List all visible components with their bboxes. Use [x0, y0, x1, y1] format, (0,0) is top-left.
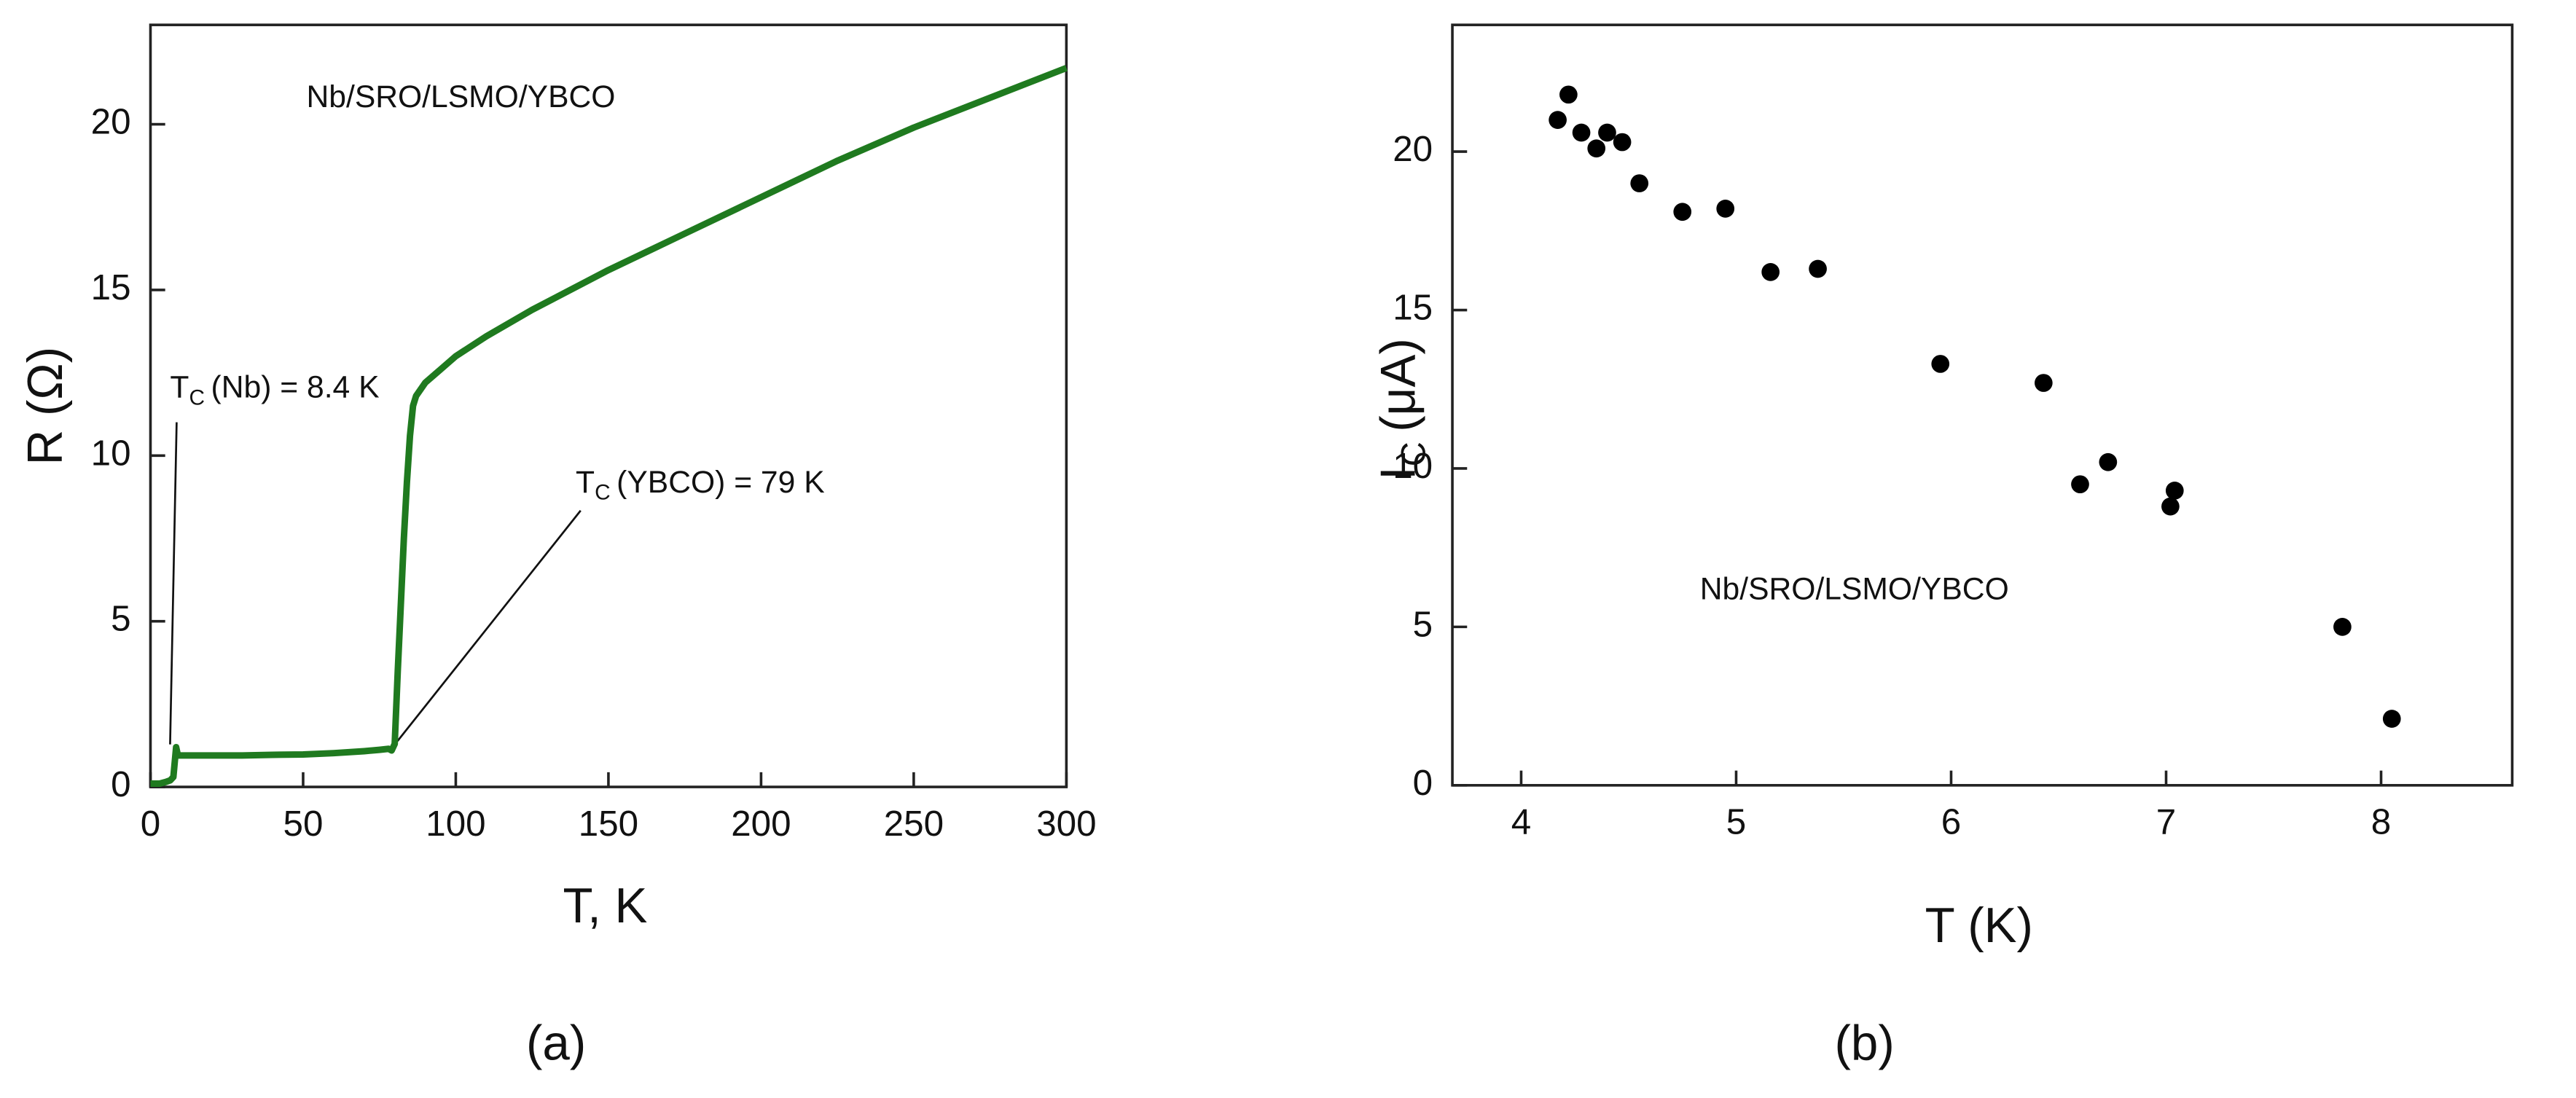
- data-point: [2382, 710, 2401, 728]
- data-point: [1673, 203, 1692, 221]
- label-text: (μA): [1371, 338, 1425, 432]
- data-point: [1572, 123, 1591, 142]
- y-tick-label: 10: [91, 433, 131, 473]
- data-point: [2165, 482, 2184, 500]
- y-tick-label: 5: [111, 599, 130, 639]
- y-tick-label: 15: [91, 267, 131, 307]
- x-axis-label: T, K: [563, 879, 647, 933]
- data-point: [1630, 174, 1649, 192]
- data-point: [1931, 355, 1950, 373]
- y-tick-label: 20: [91, 102, 131, 142]
- x-tick-label: 300: [1036, 804, 1096, 844]
- panel-label: (b): [1835, 1016, 1895, 1071]
- data-point: [1559, 85, 1578, 104]
- plot-frame: [1451, 23, 2514, 787]
- data-point: [1613, 133, 1632, 152]
- x-tick-label: 5: [1726, 802, 1746, 842]
- data-point: [1809, 259, 1827, 278]
- subscript: C: [1394, 442, 1433, 466]
- x-tick-label: 6: [1941, 802, 1961, 842]
- data-point: [2161, 497, 2180, 516]
- y-tick-label: 10: [1393, 446, 1433, 486]
- symbol: T: [576, 465, 595, 500]
- arrow: [169, 422, 178, 745]
- label-text: (YBCO) = 79 K: [616, 465, 824, 500]
- symbol: T: [170, 370, 189, 405]
- symbol: I: [1371, 466, 1425, 480]
- x-tick-label: 0: [141, 804, 160, 844]
- y-tick-label: 5: [1413, 604, 1433, 644]
- data-point: [2035, 374, 2053, 392]
- plot-frame: [149, 23, 1068, 788]
- x-tick-label: 8: [2371, 802, 2391, 842]
- x-tick-label: 7: [2156, 802, 2176, 842]
- y-tick-label: 15: [1393, 288, 1433, 328]
- x-tick-label: 150: [579, 804, 638, 844]
- label-text: (Nb) = 8.4 K: [211, 370, 380, 405]
- label-text: Nb/SRO/LSMO/YBCO: [306, 79, 615, 114]
- arrow: [396, 509, 582, 742]
- x-tick-label: 4: [1511, 802, 1531, 842]
- data-point: [1716, 200, 1735, 218]
- data-point: [2333, 618, 2352, 636]
- panel-label: (a): [526, 1016, 586, 1071]
- data-point: [2071, 475, 2089, 494]
- x-tick-label: 50: [283, 804, 324, 844]
- data-line: [150, 65, 1068, 787]
- data-point: [1549, 111, 1567, 129]
- subscript: C: [595, 481, 611, 505]
- y-tick-label: 0: [111, 764, 130, 804]
- subscript: C: [189, 385, 205, 409]
- x-tick-label: 100: [426, 804, 485, 844]
- y-axis-label: R (Ω): [18, 347, 73, 466]
- y-axis-label: IC (μA): [1371, 338, 1433, 480]
- data-point: [2099, 452, 2118, 471]
- x-axis-label: T (K): [1925, 898, 2033, 953]
- y-tick-label: 0: [1413, 763, 1433, 803]
- annotation: Nb/SRO/LSMO/YBCO: [306, 79, 615, 114]
- data-point: [1598, 123, 1616, 142]
- annotation: TC (YBCO) = 79 K: [576, 465, 825, 504]
- data-point: [1761, 263, 1780, 281]
- y-tick-label: 20: [1393, 129, 1433, 169]
- x-tick-label: 200: [731, 804, 791, 844]
- annotation: TC (Nb) = 8.4 K: [170, 370, 379, 409]
- annotation: Nb/SRO/LSMO/YBCO: [1700, 572, 2009, 607]
- label-text: Nb/SRO/LSMO/YBCO: [1700, 572, 2009, 607]
- x-tick-label: 250: [884, 804, 944, 844]
- data-point: [1587, 139, 1606, 158]
